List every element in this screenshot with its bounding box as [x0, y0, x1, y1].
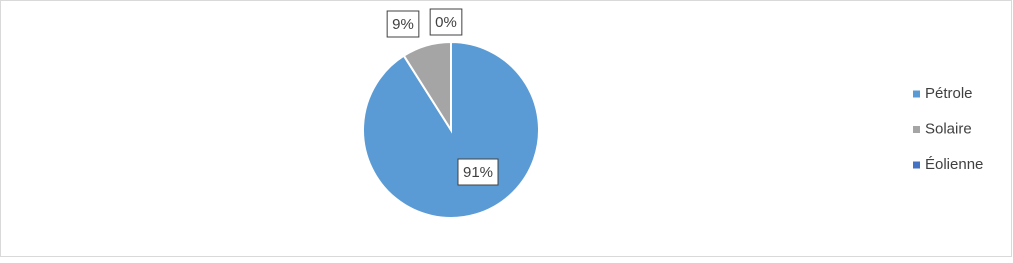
- data-label: 9%: [392, 16, 414, 33]
- legend-label: Éolienne: [925, 156, 983, 173]
- data-label-box: [429, 8, 463, 36]
- legend-marker: [913, 126, 920, 133]
- legend-label: Solaire: [925, 120, 972, 137]
- legend-marker: [913, 90, 920, 98]
- data-label-box: [457, 158, 499, 186]
- legend-label: Pétrole: [925, 85, 973, 102]
- data-label-box: [386, 10, 420, 38]
- data-label: 0%: [435, 14, 457, 31]
- data-label: 91%: [463, 164, 493, 181]
- legend-marker: [913, 161, 920, 169]
